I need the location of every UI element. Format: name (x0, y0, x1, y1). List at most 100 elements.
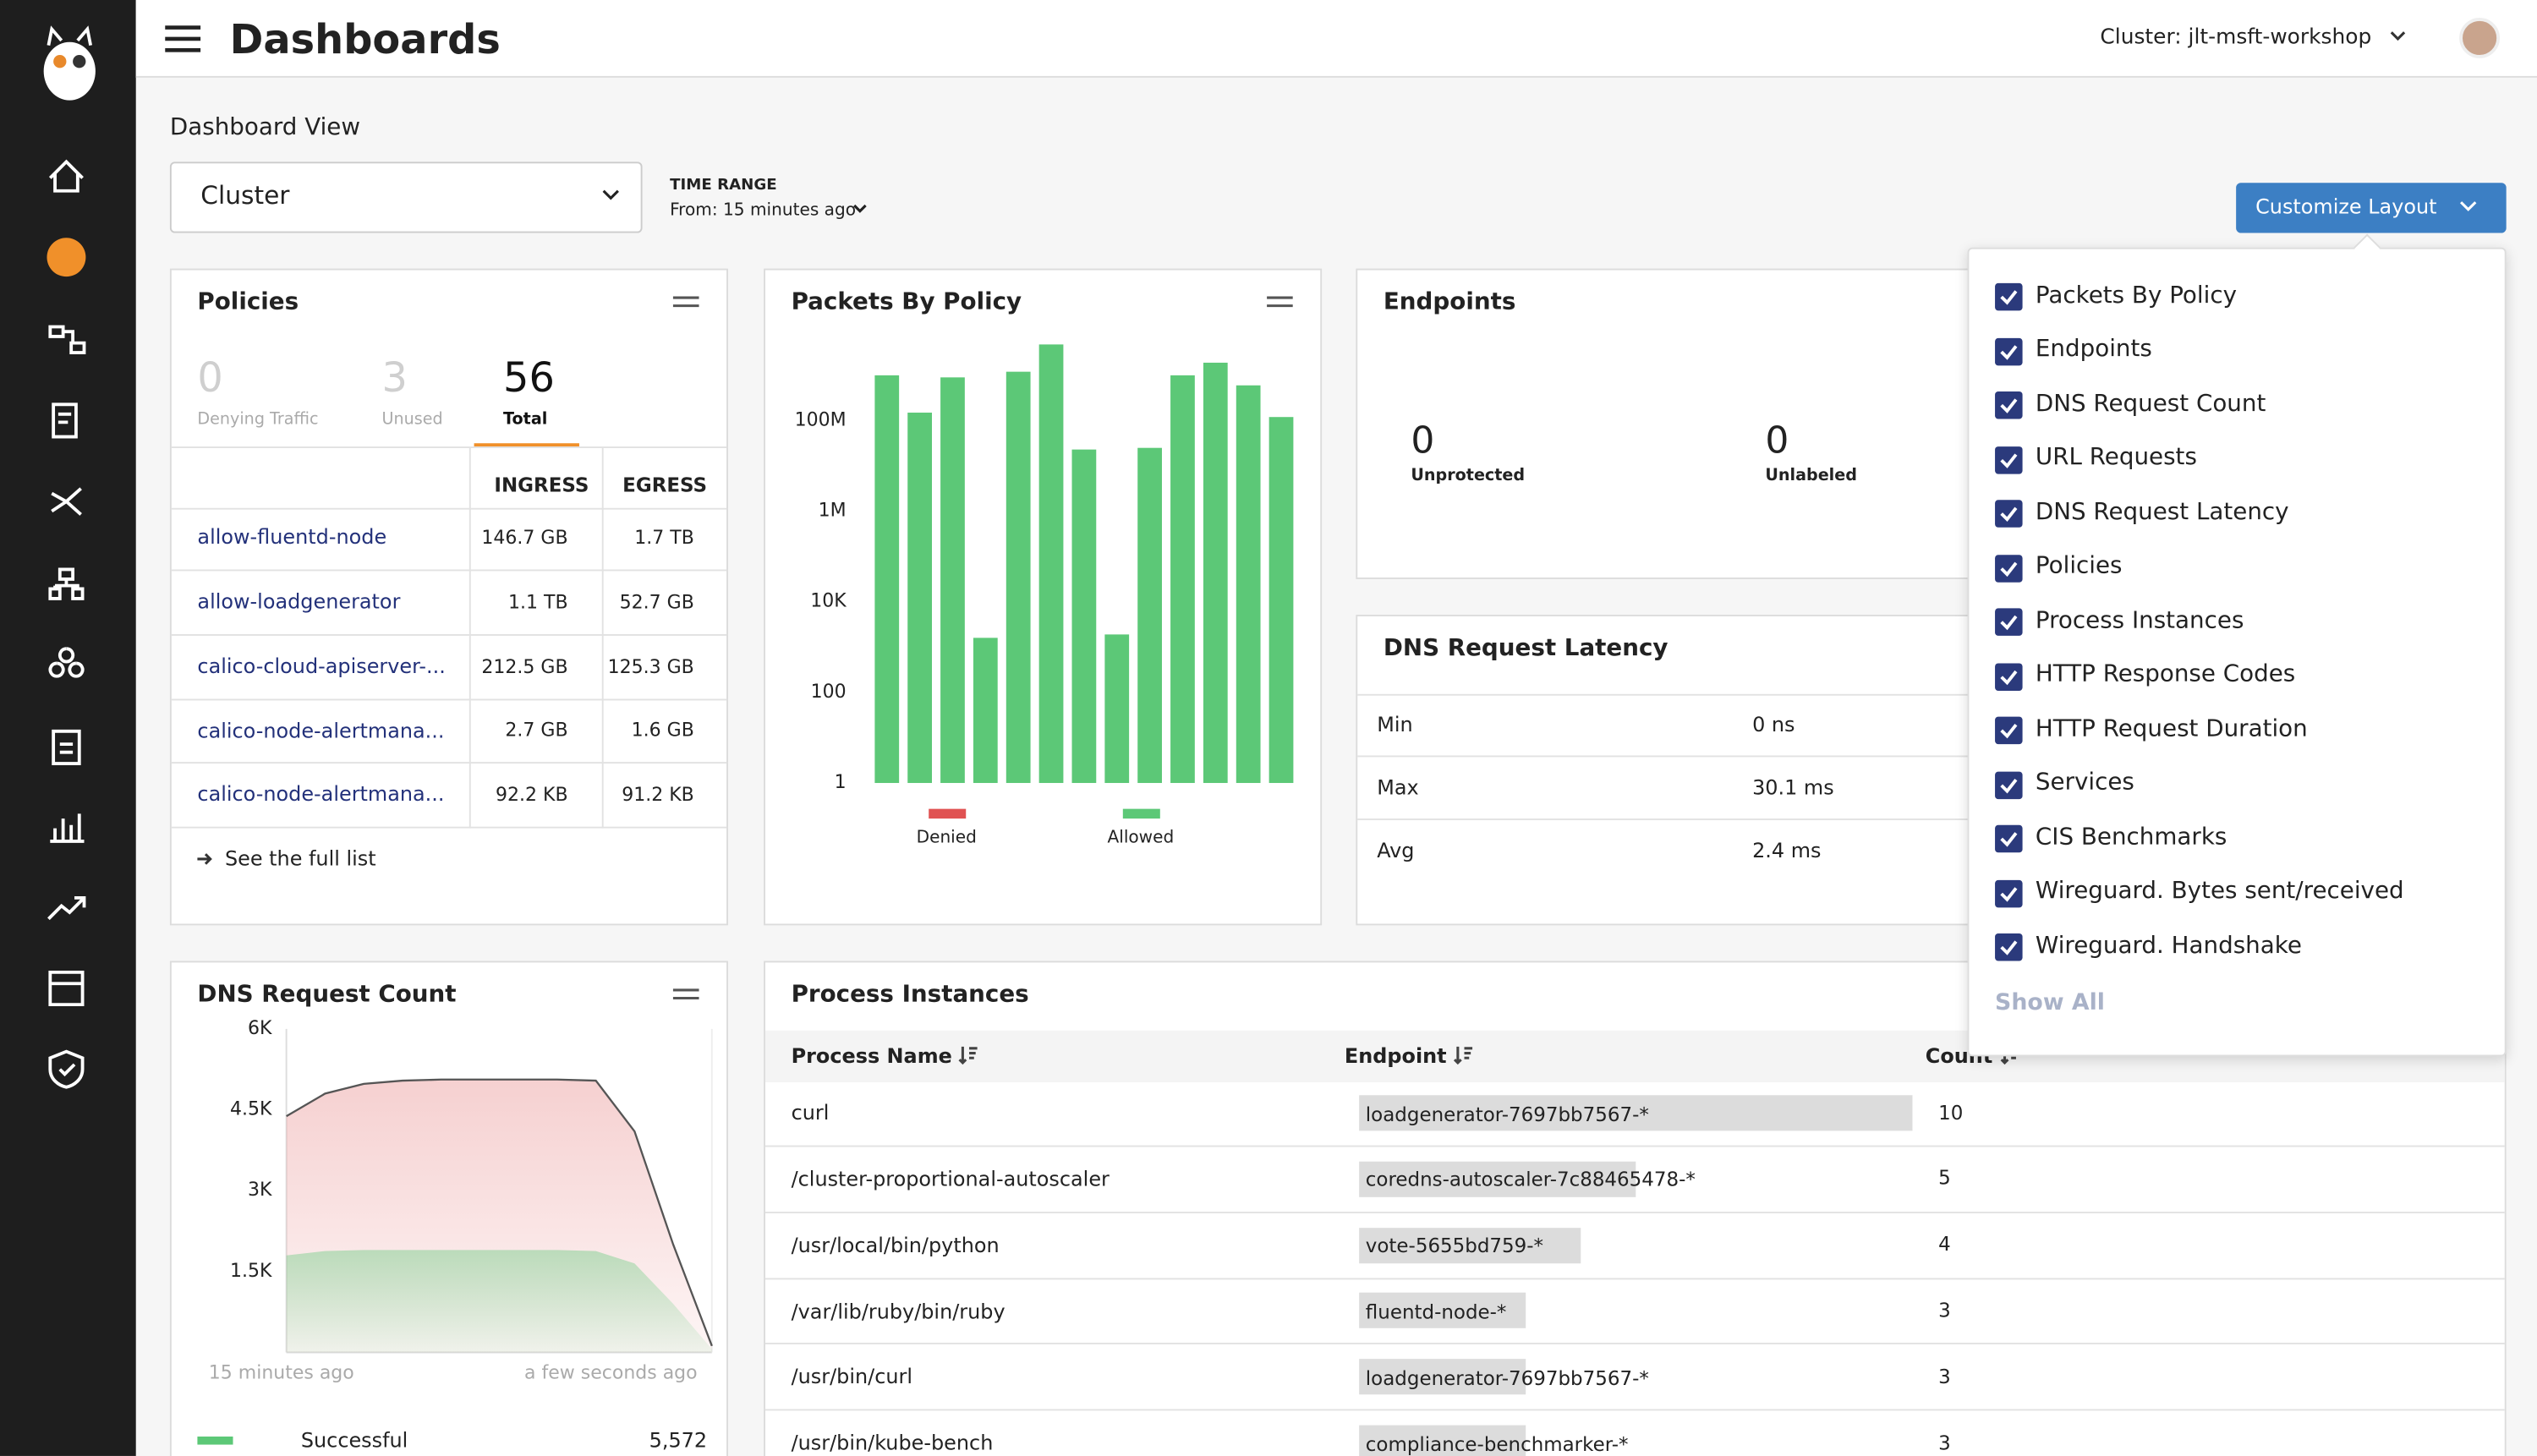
checkbox[interactable] (1995, 391, 2023, 419)
checkbox[interactable] (1995, 500, 2023, 528)
checkbox[interactable] (1995, 446, 2023, 473)
menu-item[interactable]: Policies (2035, 553, 2123, 580)
drag-handle (672, 988, 699, 1000)
customize-button[interactable] (2236, 183, 2507, 233)
y-tick-label: 10K (810, 591, 847, 612)
checkbox[interactable] (1995, 716, 2023, 745)
policy-link[interactable]: calico-node-alertmana... (197, 717, 445, 742)
see-full-list[interactable]: See the full list (224, 846, 376, 871)
policy-icon[interactable] (52, 402, 78, 439)
count-cell: 3 (1938, 1299, 1951, 1322)
shield-icon[interactable] (48, 1049, 85, 1089)
count-cell: 3 (1938, 1365, 1951, 1388)
legend-label: Allowed (1108, 827, 1175, 847)
checkbox[interactable] (1995, 337, 2023, 365)
cluster-icon[interactable] (48, 647, 85, 678)
legend-total: 5,572 (649, 1429, 707, 1453)
y-tick-label: 1M (819, 501, 847, 522)
menu-item[interactable]: HTTP Request Duration (2035, 716, 2308, 742)
checkbox[interactable] (1995, 662, 2023, 691)
policies-panel (169, 268, 728, 926)
policy-link[interactable]: calico-cloud-apiserver-... (197, 653, 446, 678)
select-box[interactable] (169, 161, 643, 233)
y-tick-label: 4.5K (230, 1099, 272, 1120)
column-header: INGRESS (494, 473, 589, 496)
graph-icon[interactable] (48, 325, 86, 355)
divider (764, 1343, 2505, 1345)
logo (43, 25, 96, 101)
divider (171, 569, 727, 572)
check-mark (2000, 290, 2018, 305)
box-icon[interactable] (48, 970, 85, 1007)
bar (1170, 375, 1195, 784)
divider (171, 507, 727, 510)
home-icon[interactable] (48, 159, 84, 193)
divider (764, 1277, 2505, 1279)
endpoint-name: coredns-autoscaler-7c88465478-* (1365, 1169, 1696, 1191)
divider (171, 633, 727, 636)
bar (973, 638, 998, 784)
check-mark (2000, 940, 2018, 955)
menu-item[interactable]: Services (2035, 770, 2134, 796)
latency-value: 30.1 ms (1752, 775, 1834, 800)
menu-item[interactable]: Packets By Policy (2035, 282, 2238, 309)
menu-item[interactable]: Endpoints (2035, 337, 2152, 364)
endpoint-name: fluentd-node-* (1365, 1300, 1507, 1324)
table-cell: 52.7 GB (619, 589, 694, 613)
checkbox[interactable] (1995, 282, 2023, 311)
panel-title: DNS Request Count (197, 982, 457, 1008)
policy-link[interactable]: allow-fluentd-node (197, 524, 387, 550)
network-icon[interactable] (51, 487, 82, 516)
sidebar-icons (43, 25, 96, 1089)
menu-item[interactable]: URL Requests (2035, 445, 2197, 472)
trend-icon[interactable] (47, 895, 86, 921)
column-header[interactable]: Process Name (791, 1043, 952, 1069)
time-range-value[interactable]: From: 15 minutes ago (670, 200, 857, 220)
policy-link[interactable]: allow-loadgenerator (197, 588, 401, 614)
line (286, 1078, 713, 1347)
view-select-value[interactable]: Cluster (200, 181, 290, 211)
hierarchy-icon[interactable] (48, 567, 85, 600)
checkbox[interactable] (1995, 770, 2023, 799)
menu-item[interactable]: DNS Request Count (2035, 391, 2266, 418)
policy-link[interactable]: calico-node-alertmana... (197, 781, 445, 807)
policy-stat-value: 3 (381, 353, 408, 401)
checkbox[interactable] (1995, 933, 2023, 961)
checkbox[interactable] (1995, 879, 2023, 907)
endpoint-highlight (1359, 1293, 1526, 1329)
policy-stat-label: Denying Traffic (197, 410, 319, 430)
latency-value: 2.4 ms (1752, 837, 1822, 862)
menu-item[interactable]: Wireguard. Bytes sent/received (2035, 879, 2404, 906)
dashboard-icon[interactable] (47, 238, 86, 277)
checkbox[interactable] (1995, 824, 2023, 853)
checkbox[interactable] (1995, 608, 2023, 636)
cluster-selector[interactable]: Cluster: jlt-msft-workshop (2100, 25, 2372, 51)
column-header[interactable]: Endpoint (1344, 1043, 1447, 1069)
check-mark (2000, 669, 2018, 685)
menu-item[interactable]: Wireguard. Handshake (2035, 933, 2302, 960)
checkbox[interactable] (1995, 554, 2023, 582)
menu-item[interactable]: Process Instances (2035, 608, 2244, 634)
report-icon[interactable] (52, 729, 81, 765)
show-all[interactable]: Show All (1995, 990, 2106, 1016)
check-mark (2000, 452, 2018, 468)
endpoint-highlight (1359, 1161, 1636, 1197)
stats-icon[interactable] (50, 813, 85, 843)
chevron (602, 189, 619, 200)
endpoint-stat-label: Unlabeled (1765, 467, 1857, 485)
table-cell: 92.2 KB (496, 783, 568, 807)
menu-item[interactable]: CIS Benchmarks (2035, 824, 2227, 851)
table-cell: 212.5 GB (481, 654, 568, 677)
divider (1357, 818, 2505, 820)
chevron (2460, 201, 2477, 211)
menu-item[interactable]: HTTP Response Codes (2035, 662, 2296, 688)
sort-icon (1453, 1046, 1473, 1065)
customize-label[interactable]: Customize Layout (2255, 194, 2437, 219)
endpoint-highlight (1359, 1425, 1526, 1456)
menu-button[interactable] (165, 25, 201, 53)
menu-item[interactable]: DNS Request Latency (2035, 499, 2289, 526)
endpoint-stat-value: 0 (1411, 420, 1435, 463)
endpoint-name: loadgenerator-7697bb7567-* (1365, 1366, 1649, 1390)
avatar[interactable] (2459, 18, 2501, 58)
